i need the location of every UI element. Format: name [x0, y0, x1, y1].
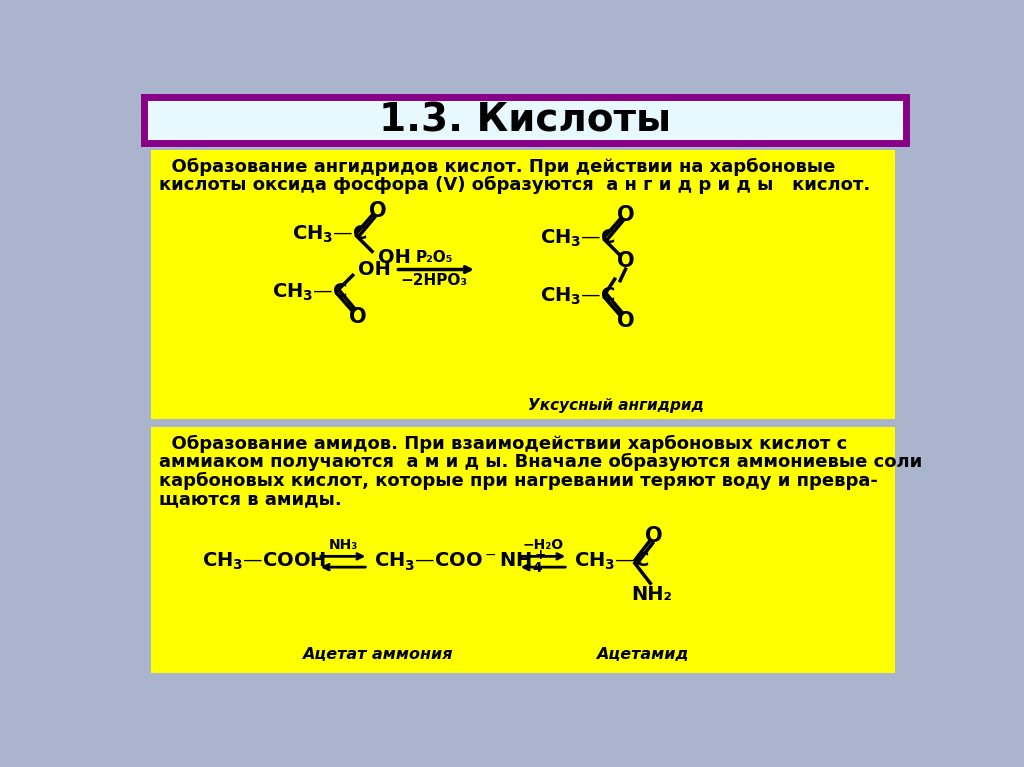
Text: Уксусный ангидрид: Уксусный ангидрид: [528, 398, 705, 413]
Text: NH₃: NH₃: [329, 538, 357, 551]
Text: Ацетамид: Ацетамид: [596, 647, 689, 662]
Text: O: O: [369, 202, 386, 222]
Text: OH: OH: [358, 260, 391, 278]
Text: $\mathbf{CH_3}$—$\mathbf{COOH}$: $\mathbf{CH_3}$—$\mathbf{COOH}$: [202, 551, 326, 572]
Text: P₂O₅: P₂O₅: [416, 251, 453, 265]
Text: щаются в амиды.: щаются в амиды.: [159, 490, 342, 509]
FancyBboxPatch shape: [152, 150, 895, 420]
Text: карбоновых кислот, которые при нагревании теряют воду и превра-: карбоновых кислот, которые при нагревани…: [159, 472, 878, 490]
Text: Образование ангидридов кислот. При действии на харбоновые: Образование ангидридов кислот. При дейст…: [159, 158, 836, 176]
Text: −H₂O: −H₂O: [522, 538, 563, 551]
Text: O: O: [616, 252, 634, 272]
Text: O: O: [645, 525, 663, 545]
Text: NH₂: NH₂: [632, 584, 673, 604]
Text: O: O: [616, 311, 634, 331]
Text: O: O: [616, 206, 634, 225]
Text: Образование амидов. При взаимодействии харбоновых кислот с: Образование амидов. При взаимодействии х…: [159, 435, 847, 453]
Text: Ацетат аммония: Ацетат аммония: [302, 647, 453, 662]
Text: $\mathbf{CH_3}$—$\mathbf{C}$: $\mathbf{CH_3}$—$\mathbf{C}$: [292, 224, 368, 245]
Text: аммиаком получаются  а м и д ы. Вначале образуются аммониевые соли: аммиаком получаются а м и д ы. Вначале о…: [159, 453, 923, 472]
FancyBboxPatch shape: [143, 97, 906, 143]
Text: $\mathbf{CH_3}$—$\mathbf{C}$: $\mathbf{CH_3}$—$\mathbf{C}$: [272, 281, 348, 303]
Text: $\mathbf{CH_3}$—$\mathbf{C}$: $\mathbf{CH_3}$—$\mathbf{C}$: [540, 285, 615, 307]
Text: O: O: [349, 307, 367, 327]
Text: $\mathbf{CH_3}$—$\mathbf{C}$: $\mathbf{CH_3}$—$\mathbf{C}$: [574, 551, 650, 572]
Text: 1.3. Кислоты: 1.3. Кислоты: [379, 101, 671, 140]
Text: кислоты оксида фосфора (V) образуются  а н г и д р и д ы   кислот.: кислоты оксида фосфора (V) образуются а …: [159, 176, 870, 194]
FancyBboxPatch shape: [152, 427, 895, 673]
Text: −2HPO₃: −2HPO₃: [400, 273, 468, 288]
Text: $\mathbf{CH_3}$—$\mathbf{C}$: $\mathbf{CH_3}$—$\mathbf{C}$: [540, 228, 615, 249]
Text: OH: OH: [378, 248, 411, 267]
Text: $\mathbf{CH_3}$—$\mathbf{COO}^-$$\mathbf{NH_4^+}$: $\mathbf{CH_3}$—$\mathbf{COO}^-$$\mathbf…: [375, 548, 547, 575]
